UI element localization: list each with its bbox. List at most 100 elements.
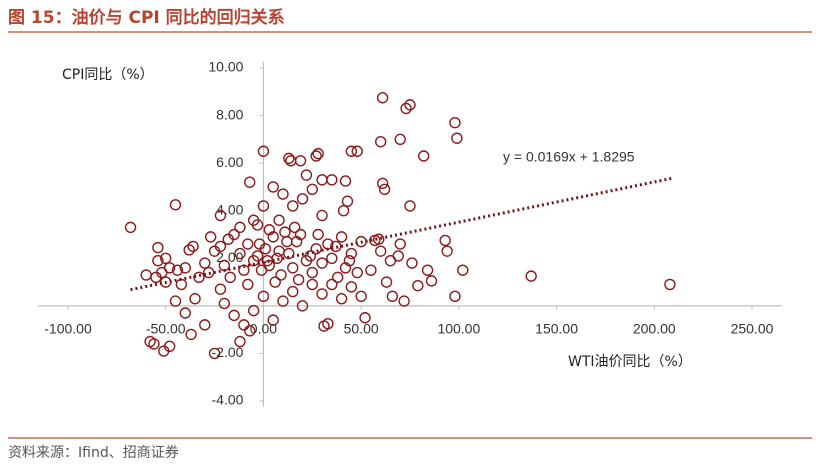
- point: [287, 262, 299, 274]
- point: [204, 231, 217, 243]
- point: [386, 290, 399, 303]
- point: [124, 221, 137, 234]
- point: [306, 183, 318, 196]
- point: [398, 295, 410, 307]
- point: [175, 278, 188, 291]
- point: [281, 235, 293, 248]
- point: [257, 200, 270, 212]
- point: [228, 309, 240, 322]
- point: [257, 145, 270, 157]
- point: [253, 238, 266, 250]
- x-tick-label: 250.00: [731, 321, 774, 337]
- point: [355, 290, 367, 303]
- point: [376, 177, 389, 190]
- point: [394, 133, 406, 146]
- point: [394, 238, 406, 250]
- point: [294, 228, 307, 241]
- point: [404, 99, 416, 111]
- point: [345, 145, 358, 157]
- point: [365, 264, 377, 276]
- trendline-label: y = 0.0169x + 1.8295: [503, 149, 635, 165]
- x-axis-title: WTI油价同比（%）: [568, 354, 692, 370]
- point: [160, 252, 172, 264]
- point: [412, 279, 424, 292]
- point: [664, 278, 676, 291]
- point: [326, 174, 338, 186]
- point: [359, 312, 371, 324]
- point: [326, 278, 338, 291]
- point: [326, 252, 338, 264]
- point: [257, 290, 270, 303]
- point: [312, 147, 324, 160]
- point: [316, 209, 328, 222]
- point: [404, 200, 416, 212]
- x-tick-label: 200.00: [633, 321, 676, 337]
- point: [247, 304, 260, 317]
- point: [312, 228, 324, 241]
- y-tick-label: 8.00: [216, 106, 243, 122]
- point: [214, 209, 227, 222]
- x-tick-label: 150.00: [535, 321, 578, 337]
- point: [267, 181, 279, 193]
- point: [275, 269, 287, 281]
- y-axis-title: CPI同比（%）: [62, 67, 154, 83]
- point: [417, 150, 430, 162]
- point: [208, 347, 221, 360]
- point: [183, 244, 195, 256]
- point: [376, 92, 389, 104]
- point: [439, 234, 451, 247]
- point: [316, 288, 328, 300]
- point: [238, 319, 250, 331]
- point: [287, 200, 299, 212]
- point: [140, 269, 152, 281]
- point: [525, 270, 537, 282]
- point: [287, 285, 299, 298]
- point: [345, 281, 358, 293]
- point: [251, 250, 264, 262]
- y-tick-label: 10.00: [208, 59, 243, 75]
- point: [330, 240, 342, 253]
- point: [187, 240, 199, 253]
- point: [380, 276, 393, 288]
- y-tick-label: -4.00: [212, 392, 244, 408]
- point: [306, 278, 318, 291]
- point: [296, 193, 309, 205]
- point: [310, 150, 322, 162]
- point: [234, 247, 246, 260]
- point: [234, 335, 246, 348]
- point: [339, 175, 352, 187]
- x-tick-label: -100.00: [44, 321, 92, 337]
- point: [199, 319, 211, 331]
- chart-title: 图 15：油价与 CPI 同比的回归关系: [8, 7, 285, 28]
- point: [294, 155, 307, 167]
- point: [378, 183, 391, 196]
- point: [451, 132, 463, 144]
- point: [273, 214, 285, 226]
- point: [283, 152, 295, 165]
- point: [449, 290, 461, 303]
- point: [288, 221, 301, 234]
- point: [214, 240, 227, 253]
- point: [335, 231, 348, 243]
- point: [169, 295, 182, 307]
- point: [351, 266, 363, 279]
- point: [214, 283, 227, 295]
- point: [316, 174, 328, 186]
- point: [179, 307, 191, 319]
- point: [351, 145, 363, 157]
- point: [193, 271, 205, 284]
- point: [384, 254, 397, 267]
- point: [269, 276, 281, 288]
- point: [171, 264, 184, 276]
- point: [234, 221, 246, 234]
- point: [318, 320, 330, 332]
- point: [273, 245, 285, 257]
- point: [244, 325, 256, 337]
- point: [425, 275, 438, 287]
- point: [152, 254, 164, 267]
- point: [310, 243, 322, 255]
- point: [300, 169, 313, 181]
- point: [263, 224, 275, 236]
- point: [341, 195, 354, 207]
